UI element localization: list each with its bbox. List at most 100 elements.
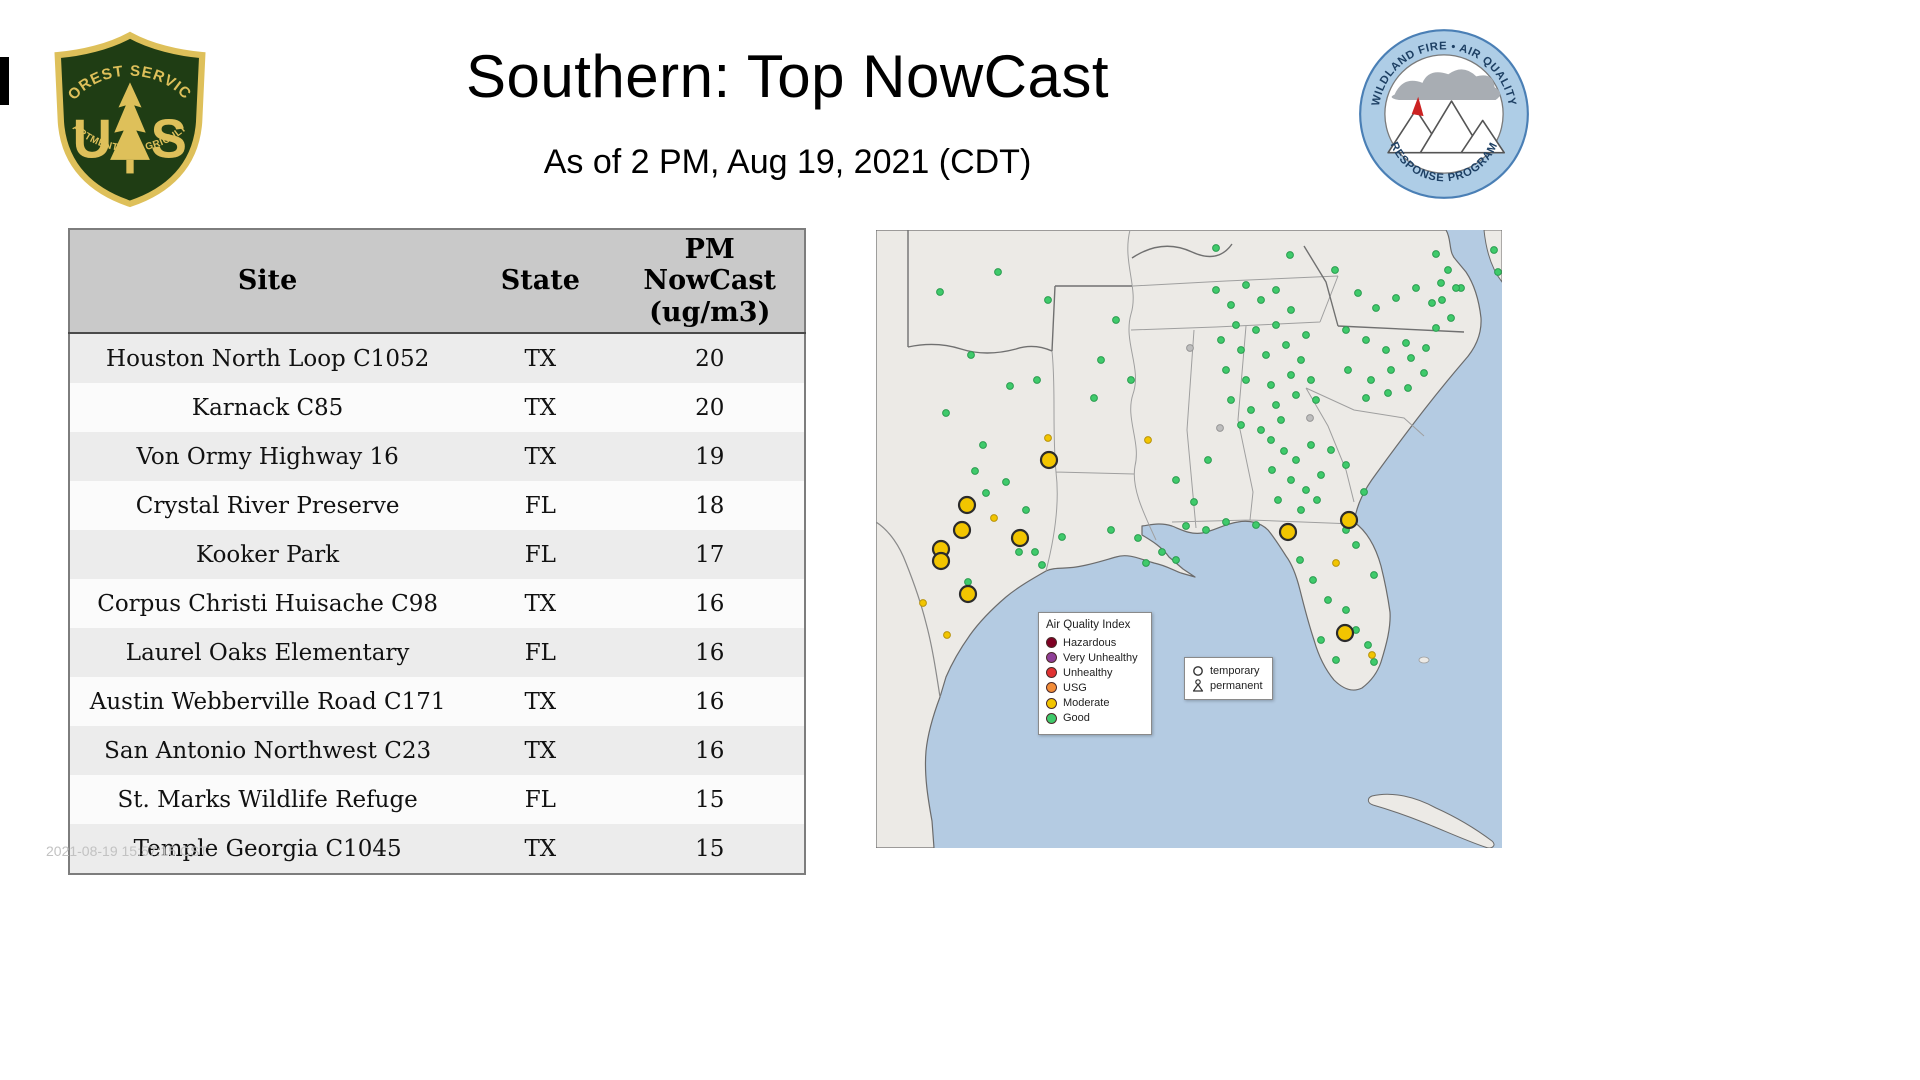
aqi-color-swatch bbox=[1046, 697, 1057, 709]
monitor-good bbox=[1172, 556, 1180, 564]
monitor-good bbox=[1372, 304, 1380, 312]
monitor-moderate bbox=[943, 631, 951, 639]
state-cell: TX bbox=[465, 677, 616, 726]
monitor-good bbox=[1257, 426, 1265, 434]
monitor-good bbox=[1360, 488, 1368, 496]
monitor-good bbox=[1292, 391, 1300, 399]
monitor-good bbox=[1202, 526, 1210, 534]
monitor-good bbox=[1002, 478, 1010, 486]
monitor-good bbox=[1438, 296, 1446, 304]
legend-row-temporary: temporary bbox=[1192, 664, 1263, 677]
monitor-good bbox=[1058, 533, 1066, 541]
monitor-map: Air Quality Index Hazardous Very Unhealth… bbox=[876, 230, 1502, 848]
aqi-color-swatch bbox=[1046, 652, 1057, 664]
monitor-good bbox=[1317, 471, 1325, 479]
monitor-good bbox=[1272, 401, 1280, 409]
monitor-good bbox=[964, 578, 972, 586]
monitor-good bbox=[1452, 284, 1460, 292]
state-cell: TX bbox=[465, 726, 616, 775]
monitor-good bbox=[1292, 456, 1300, 464]
monitor-good bbox=[1362, 336, 1370, 344]
region-borders bbox=[907, 230, 1465, 354]
monitor-good bbox=[1420, 369, 1428, 377]
table-row: Von Ormy Highway 16 TX 19 bbox=[69, 432, 805, 481]
monitor-good bbox=[1112, 316, 1120, 324]
nowcast-table-body: Houston North Loop C1052 TX 20 Karnack C85 T… bbox=[69, 333, 805, 874]
monitor-moderate bbox=[1044, 434, 1052, 442]
monitor-temporary-moderate bbox=[952, 520, 972, 540]
monitor-good bbox=[1267, 436, 1275, 444]
monitor-good bbox=[1447, 314, 1455, 322]
monitor-good bbox=[1267, 381, 1275, 389]
column-header: PM NowCast (ug/m3) bbox=[615, 229, 805, 334]
monitor-inactive bbox=[1306, 414, 1314, 422]
monitor-good bbox=[1127, 376, 1135, 384]
monitor-good bbox=[971, 467, 979, 475]
monitor-good bbox=[1297, 506, 1305, 514]
monitor-good bbox=[967, 351, 975, 359]
monitor-good bbox=[1309, 576, 1317, 584]
monitor-good bbox=[1252, 326, 1260, 334]
aqi-legend-label: USG bbox=[1063, 681, 1087, 694]
value-cell: 15 bbox=[615, 824, 805, 874]
aqi-legend-item: Good bbox=[1046, 712, 1144, 724]
monitor-good bbox=[1490, 246, 1498, 254]
monitor-good bbox=[1232, 321, 1240, 329]
monitor-good bbox=[1242, 281, 1250, 289]
monitor-good bbox=[1344, 366, 1352, 374]
monitor-good bbox=[1404, 384, 1412, 392]
mexico-border bbox=[876, 521, 941, 698]
monitor-good bbox=[1212, 286, 1220, 294]
monitor-good bbox=[1277, 416, 1285, 424]
monitor-temporary-moderate bbox=[1339, 510, 1359, 530]
aqi-legend-label: Moderate bbox=[1063, 697, 1110, 710]
monitor-good bbox=[1370, 658, 1378, 666]
aqi-color-swatch bbox=[1046, 637, 1057, 649]
monitor-good bbox=[1422, 344, 1430, 352]
column-header: Site bbox=[69, 229, 466, 334]
monitor-good bbox=[1237, 421, 1245, 429]
monitor-moderate bbox=[990, 514, 998, 522]
value-cell: 17 bbox=[615, 530, 805, 579]
page-subtitle: As of 2 PM, Aug 19, 2021 (CDT) bbox=[543, 143, 1032, 181]
site-cell: Von Ormy Highway 16 bbox=[69, 432, 466, 481]
monitor-temporary-moderate bbox=[1010, 528, 1030, 548]
monitor-good bbox=[1217, 336, 1225, 344]
monitor-good bbox=[1257, 296, 1265, 304]
state-borders bbox=[1045, 230, 1425, 572]
value-cell: 16 bbox=[615, 579, 805, 628]
monitor-good bbox=[1287, 371, 1295, 379]
monitor-inactive bbox=[1216, 424, 1224, 432]
monitor-good bbox=[1327, 446, 1335, 454]
aqi-legend-items: Hazardous Very Unhealthy Unhealthy USG Moder… bbox=[1046, 637, 1144, 725]
monitor-good bbox=[1407, 354, 1415, 362]
monitor-good bbox=[1332, 656, 1340, 664]
site-cell: Temple Georgia C1045 bbox=[69, 824, 466, 874]
monitor-good bbox=[1286, 251, 1294, 259]
header-row: Site State PM NowCast (ug/m3) bbox=[69, 229, 805, 334]
shape-legend: temporary permanent bbox=[1184, 657, 1273, 700]
monitor-good bbox=[1382, 346, 1390, 354]
state-cell: FL bbox=[465, 530, 616, 579]
monitor-temporary-moderate bbox=[1335, 623, 1355, 643]
smoke-cloud-icon bbox=[1391, 69, 1501, 101]
monitor-good bbox=[1297, 356, 1305, 364]
state-cell: FL bbox=[465, 628, 616, 677]
monitor-good bbox=[1038, 561, 1046, 569]
value-cell: 20 bbox=[615, 333, 805, 383]
usfs-letter-u: U bbox=[73, 109, 112, 170]
aqi-legend-item: USG bbox=[1046, 682, 1144, 694]
site-cell: Karnack C85 bbox=[69, 383, 466, 432]
monitor-good bbox=[1362, 394, 1370, 402]
value-cell: 15 bbox=[615, 775, 805, 824]
monitor-moderate bbox=[919, 599, 927, 607]
monitor-good bbox=[1402, 339, 1410, 347]
column-header: State bbox=[465, 229, 616, 334]
usfs-logo: FOREST SERVICE U S DEPARTMENT OF AGRICUL… bbox=[46, 30, 206, 208]
table-row: St. Marks Wildlife Refuge FL 15 bbox=[69, 775, 805, 824]
state-cell: TX bbox=[465, 333, 616, 383]
site-cell: Laurel Oaks Elementary bbox=[69, 628, 466, 677]
state-cell: TX bbox=[465, 579, 616, 628]
monitor-good bbox=[1367, 376, 1375, 384]
